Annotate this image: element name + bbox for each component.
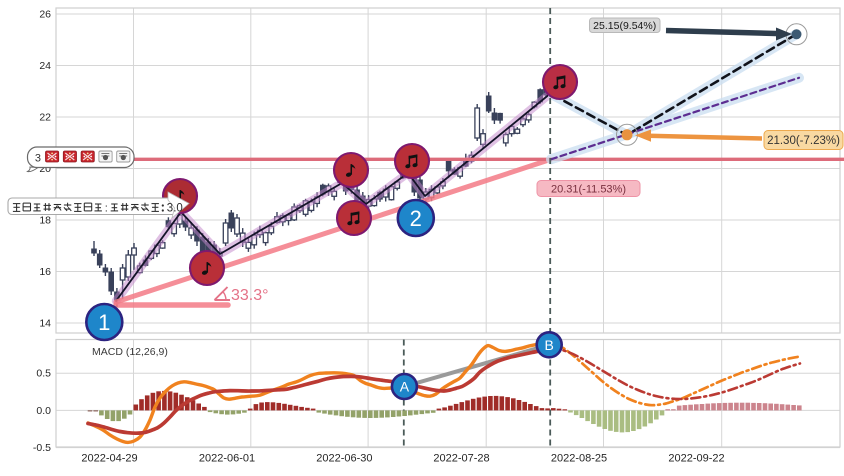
svg-text:2: 2 bbox=[410, 206, 422, 231]
svg-text:33.3°: 33.3° bbox=[231, 287, 269, 304]
svg-text:B: B bbox=[545, 337, 554, 353]
svg-text:2022-06-01: 2022-06-01 bbox=[199, 453, 255, 465]
svg-text:0.5: 0.5 bbox=[36, 368, 51, 380]
svg-text:A: A bbox=[400, 379, 410, 395]
svg-text:16: 16 bbox=[39, 266, 51, 278]
svg-text:-0.5: -0.5 bbox=[33, 442, 51, 454]
svg-text:2022-04-29: 2022-04-29 bbox=[81, 453, 137, 465]
svg-text:22: 22 bbox=[39, 112, 51, 124]
svg-text:14: 14 bbox=[39, 318, 51, 330]
svg-text:2022-07-28: 2022-07-28 bbox=[433, 453, 489, 465]
svg-text::: : bbox=[105, 203, 108, 215]
svg-text:2022-08-25: 2022-08-25 bbox=[551, 453, 607, 465]
svg-text:20.31(-11.53%): 20.31(-11.53%) bbox=[551, 184, 626, 196]
svg-text:21.30(-7.23%): 21.30(-7.23%) bbox=[767, 135, 840, 147]
svg-text:2022-09-22: 2022-09-22 bbox=[668, 453, 724, 465]
svg-text:3: 3 bbox=[35, 153, 41, 165]
svg-text:1: 1 bbox=[98, 310, 110, 335]
svg-text:18: 18 bbox=[39, 215, 51, 227]
svg-text:20: 20 bbox=[39, 163, 51, 175]
svg-text:0.0: 0.0 bbox=[36, 405, 51, 417]
svg-text:2022-06-30: 2022-06-30 bbox=[316, 453, 372, 465]
svg-text:26: 26 bbox=[39, 9, 51, 21]
svg-text:MACD (12,26,9): MACD (12,26,9) bbox=[92, 346, 168, 358]
svg-text:25.15(9.54%): 25.15(9.54%) bbox=[593, 20, 656, 32]
svg-text:24: 24 bbox=[39, 60, 51, 72]
svg-text:3.0: 3.0 bbox=[167, 203, 183, 215]
